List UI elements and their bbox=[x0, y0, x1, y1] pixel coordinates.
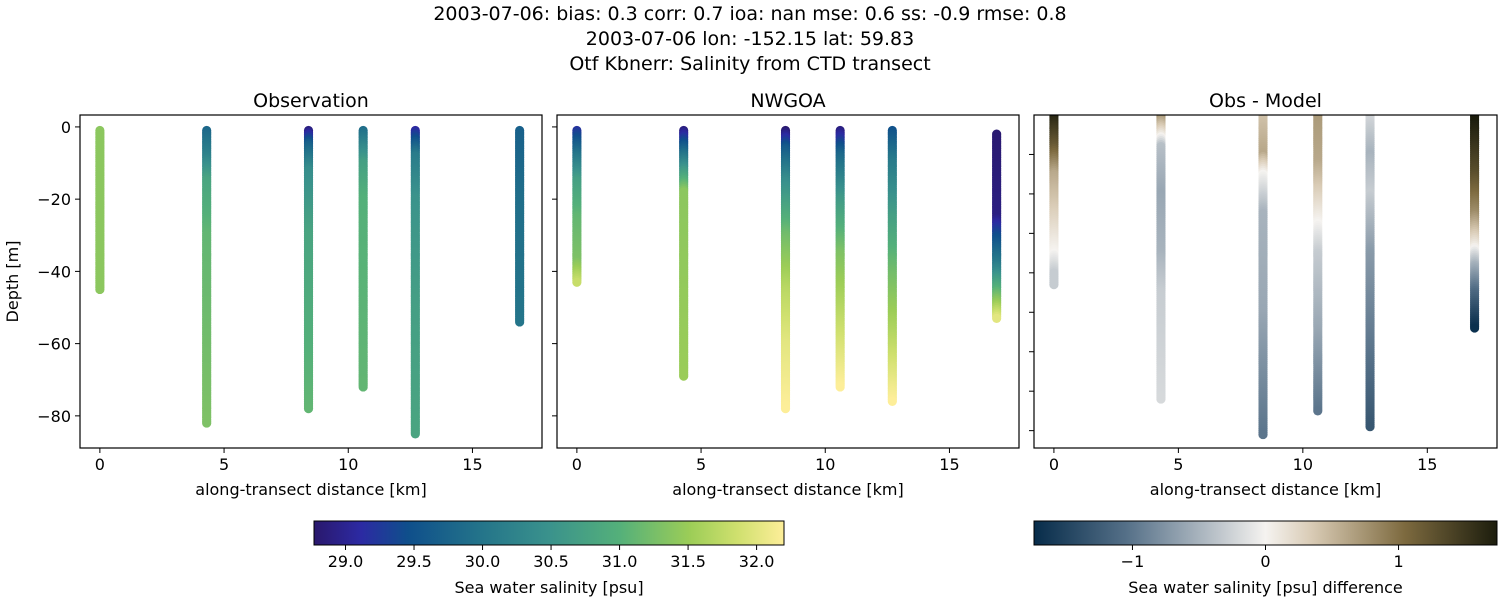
y-tick-label: −20 bbox=[37, 190, 71, 209]
axes-frame bbox=[556, 114, 1020, 449]
y-tick-label: 0 bbox=[61, 118, 71, 137]
data-point bbox=[1156, 394, 1166, 404]
profile-2 bbox=[1258, 115, 1268, 440]
profile-3 bbox=[358, 125, 368, 392]
figure-title-line-3: Otf Kbnerr: Salinity from CTD transect bbox=[569, 53, 931, 75]
profile-0 bbox=[1049, 115, 1059, 290]
colorbar-tick-label: 30.5 bbox=[533, 552, 569, 571]
colorbar-tick-label: 1 bbox=[1393, 552, 1403, 571]
colorbar-2: −1 0 1 Sea water salinity [psu] difference bbox=[1033, 520, 1498, 597]
data-point bbox=[780, 404, 791, 414]
panel-3: 0 5 10 15 Obs - Model along-transect distance… bbox=[1029, 90, 1498, 499]
profile-1 bbox=[679, 125, 689, 381]
profile-2 bbox=[303, 125, 314, 414]
colorbar-tick-label: 29.5 bbox=[396, 552, 432, 571]
data-point bbox=[572, 277, 582, 287]
data-point bbox=[202, 418, 212, 428]
profile-1 bbox=[1156, 115, 1166, 404]
figure-title-line-2: 2003-07-06 lon: -152.15 lat: 59.83 bbox=[585, 28, 915, 50]
data-point bbox=[410, 429, 420, 439]
colorbar-tick-label: 29.0 bbox=[328, 552, 364, 571]
x-tick-label: 5 bbox=[1173, 455, 1183, 474]
profile-1 bbox=[202, 125, 212, 428]
y-axis-label: Depth [m] bbox=[3, 241, 22, 323]
data-point bbox=[1469, 323, 1480, 333]
data-point bbox=[887, 396, 897, 407]
data-point bbox=[679, 371, 689, 381]
data-point bbox=[992, 313, 1002, 323]
colorbar-tick-label: 0 bbox=[1260, 552, 1270, 571]
y-tick-label: −60 bbox=[37, 335, 71, 354]
colorbar-label: Sea water salinity [psu] difference bbox=[1128, 578, 1403, 597]
profile-3 bbox=[1313, 115, 1323, 416]
panel-title: Observation bbox=[253, 90, 369, 112]
x-axis-label: along-transect distance [km] bbox=[672, 480, 903, 499]
profile-4 bbox=[887, 125, 897, 407]
colorbar-1: 29.0 29.5 30.0 30.5 31.0 31.5 32.0 Sea water sa… bbox=[313, 520, 785, 597]
figure-title-line-1: 2003-07-06: bias: 0.3 corr: 0.7 ioa: nan… bbox=[433, 3, 1067, 25]
x-tick-label: 10 bbox=[1293, 455, 1313, 474]
data-point bbox=[1258, 429, 1268, 440]
colorbar-tick-label: −1 bbox=[1121, 552, 1145, 571]
profile-2 bbox=[780, 125, 791, 414]
x-tick-label: 0 bbox=[1049, 455, 1059, 474]
panel-title: NWGOA bbox=[750, 90, 825, 112]
x-tick-label: 10 bbox=[338, 455, 358, 474]
axes-frame bbox=[1033, 114, 1498, 449]
data-point bbox=[515, 317, 525, 327]
x-tick-label: 0 bbox=[95, 455, 105, 474]
x-axis-label: along-transect distance [km] bbox=[1150, 480, 1381, 499]
profile-5 bbox=[1469, 115, 1480, 333]
panel-1: 0 5 10 15 0 −20 −40 −60 −80 Observation along-tran… bbox=[3, 90, 543, 499]
data-point bbox=[303, 404, 314, 414]
data-point bbox=[835, 382, 845, 392]
y-tick-label: −80 bbox=[37, 407, 71, 426]
colorbar-tick-label: 31.0 bbox=[602, 552, 638, 571]
colorbar-tick-label: 32.0 bbox=[739, 552, 775, 571]
data-point bbox=[1049, 280, 1059, 290]
panel-title: Obs - Model bbox=[1209, 90, 1322, 112]
profile-5 bbox=[992, 129, 1002, 323]
y-tick-label: −40 bbox=[37, 262, 71, 281]
data-point bbox=[358, 382, 368, 392]
profile-4 bbox=[1365, 115, 1375, 432]
panel-2: 0 5 10 15 NWGOA along-transect distance [km] bbox=[552, 90, 1020, 499]
data-point bbox=[1365, 422, 1375, 432]
scatter-points bbox=[95, 125, 525, 439]
x-axis-label: along-transect distance [km] bbox=[195, 480, 426, 499]
colorbar-bar bbox=[1033, 520, 1498, 546]
x-tick-label: 10 bbox=[815, 455, 835, 474]
profile-0 bbox=[95, 125, 105, 295]
colorbar-label: Sea water salinity [psu] bbox=[454, 578, 643, 597]
x-tick-label: 0 bbox=[572, 455, 582, 474]
x-tick-label: 15 bbox=[939, 455, 959, 474]
data-point bbox=[1313, 406, 1323, 416]
x-tick-label: 15 bbox=[462, 455, 482, 474]
scatter-points bbox=[572, 125, 1002, 414]
x-tick-label: 5 bbox=[696, 455, 706, 474]
data-point bbox=[95, 284, 105, 295]
profile-3 bbox=[835, 125, 845, 392]
x-tick-label: 15 bbox=[1417, 455, 1437, 474]
profile-5 bbox=[515, 125, 525, 327]
colorbar-tick-label: 31.5 bbox=[670, 552, 706, 571]
colorbar-bar bbox=[313, 520, 785, 546]
colorbar-tick-label: 30.0 bbox=[465, 552, 501, 571]
profile-4 bbox=[410, 125, 420, 439]
profile-0 bbox=[572, 125, 582, 287]
axes-frame bbox=[79, 114, 543, 449]
scatter-points bbox=[1049, 115, 1480, 440]
x-tick-label: 5 bbox=[219, 455, 229, 474]
